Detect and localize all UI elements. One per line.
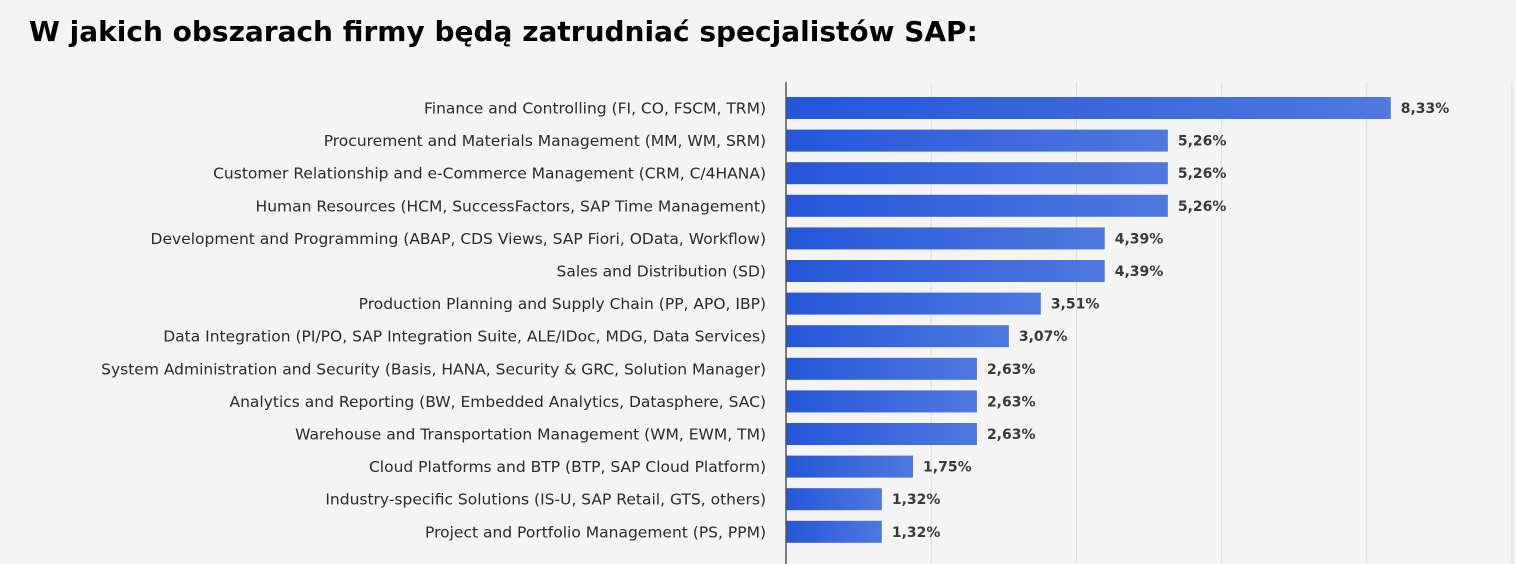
value-label: 2,63% <box>987 394 1036 410</box>
category-label: Finance and Controlling (FI, CO, FSCM, T… <box>424 100 766 118</box>
category-label: Development and Programming (ABAP, CDS V… <box>151 230 766 248</box>
bars <box>786 97 1391 543</box>
value-label: 3,51% <box>1051 297 1100 313</box>
value-label: 5,26% <box>1178 199 1227 215</box>
category-label: Customer Relationship and e-Commerce Man… <box>213 165 766 183</box>
bar <box>786 455 914 478</box>
value-label: 3,07% <box>1019 329 1068 345</box>
category-label: Cloud Platforms and BTP (BTP, SAP Cloud … <box>369 458 766 476</box>
value-label: 2,63% <box>987 427 1036 443</box>
category-label: Warehouse and Transportation Management … <box>295 426 766 444</box>
value-label: 1,32% <box>892 492 941 508</box>
category-label: Industry-specific Solutions (IS-U, SAP R… <box>325 491 766 509</box>
value-label: 4,39% <box>1115 264 1164 280</box>
chart-title: W jakich obszarach firmy będą zatrudniać… <box>29 15 978 48</box>
bar <box>786 129 1168 152</box>
category-label: Data Integration (PI/PO, SAP Integration… <box>163 328 766 346</box>
bar <box>786 260 1105 282</box>
value-label: 2,63% <box>987 362 1036 378</box>
bar <box>786 325 1009 348</box>
category-labels: Finance and Controlling (FI, CO, FSCM, T… <box>101 100 766 542</box>
value-label: 8,33% <box>1401 101 1450 117</box>
category-label: Project and Portfolio Management (PS, PP… <box>425 523 766 541</box>
bar <box>786 227 1105 250</box>
bar <box>786 520 882 543</box>
value-label: 4,39% <box>1115 231 1164 247</box>
bar <box>786 162 1168 185</box>
bar <box>786 423 977 445</box>
value-label: 5,26% <box>1178 134 1227 150</box>
bar <box>786 357 977 380</box>
value-label: 1,75% <box>923 460 972 476</box>
category-label: Production Planning and Supply Chain (PP… <box>359 295 766 313</box>
gridlines <box>930 82 1513 564</box>
category-label: Analytics and Reporting (BW, Embedded An… <box>229 393 766 411</box>
category-label: Sales and Distribution (SD) <box>557 263 767 281</box>
value-label: 1,32% <box>892 525 941 541</box>
category-label: Human Resources (HCM, SuccessFactors, SA… <box>256 197 766 215</box>
value-labels: 8,33% 5,26% 5,26% 5,26% 4,39% 4,39% 3,51% 3,07%… <box>892 101 1450 541</box>
bar <box>786 97 1391 119</box>
value-label: 5,26% <box>1178 166 1227 182</box>
bar <box>786 488 882 511</box>
bar <box>786 194 1168 217</box>
bar <box>786 292 1041 315</box>
bar <box>786 390 977 413</box>
category-label: Procurement and Materials Management (MM… <box>324 132 766 150</box>
category-label: System Administration and Security (Basi… <box>101 360 766 378</box>
